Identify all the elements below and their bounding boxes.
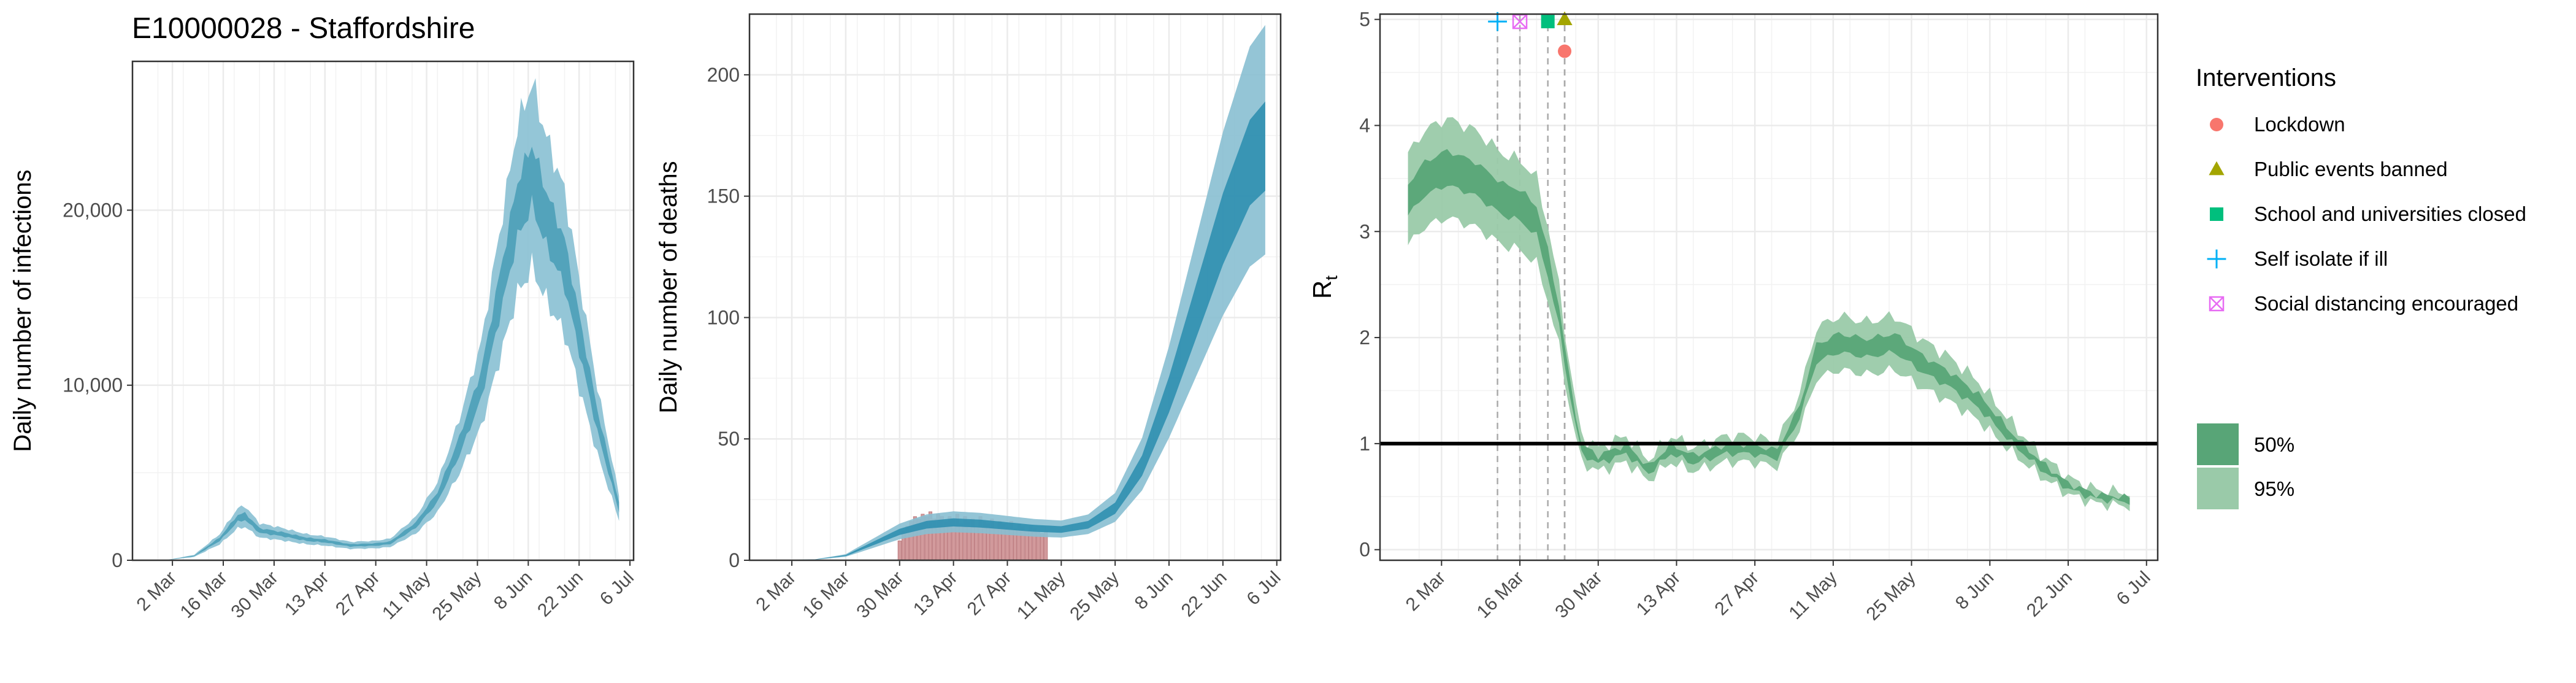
rt-x-tick-label: 11 May bbox=[1785, 568, 1841, 623]
rt-intervention-marker bbox=[1558, 44, 1572, 58]
infections-x-tick-label: 13 Apr bbox=[281, 568, 333, 620]
deaths-panel-border bbox=[748, 13, 1282, 561]
rt-intervention-marker bbox=[1488, 12, 1507, 31]
rt-y-axis-label: Rt bbox=[1308, 276, 1341, 299]
rt-95-band bbox=[1408, 117, 2130, 512]
page-title: E10000028 - Staffordshire bbox=[132, 12, 475, 45]
infections-y-axis-label: Daily number of infections bbox=[9, 169, 36, 452]
infections-x-tick-label: 22 Jun bbox=[534, 568, 587, 621]
legend-item-label: Lockdown bbox=[2254, 113, 2345, 136]
deaths-y-tick-label: 150 bbox=[707, 185, 740, 207]
rt-x-tick-label: 25 May bbox=[1863, 568, 1920, 625]
rt-y-tick-label: 3 bbox=[1359, 220, 1370, 242]
legend-band-label: 95% bbox=[2254, 477, 2294, 500]
legend-marker-circle bbox=[2210, 118, 2223, 131]
infections-y-tick-label: 20,000 bbox=[63, 199, 123, 221]
legend-item-label: Social distancing encouraged bbox=[2254, 292, 2518, 315]
legend-title: Interventions bbox=[2196, 64, 2336, 91]
deaths-x-tick-label: 25 May bbox=[1066, 568, 1123, 625]
rt-intervention-marker bbox=[1557, 11, 1573, 25]
infections-x-tick-label: 6 Jul bbox=[596, 568, 638, 609]
deaths-x-tick-label: 2 Mar bbox=[752, 568, 800, 615]
infections-x-tick-label: 8 Jun bbox=[490, 568, 536, 614]
infections-panel-border bbox=[131, 60, 635, 561]
deaths-y-axis-label: Daily number of deaths bbox=[655, 161, 682, 413]
rt-y-tick-label: 2 bbox=[1359, 326, 1370, 349]
legend-marker-square bbox=[2210, 207, 2223, 221]
deaths-y-tick-label: 0 bbox=[729, 549, 740, 571]
rt-x-tick-label: 6 Jul bbox=[2113, 568, 2155, 609]
legend-item-label: School and universities closed bbox=[2254, 203, 2526, 225]
deaths-x-tick-label: 11 May bbox=[1013, 568, 1069, 623]
deaths-x-tick-label: 27 Apr bbox=[964, 568, 1016, 620]
rt-plot-area bbox=[1380, 14, 2158, 560]
rt-panel: 2 Mar 16 Mar 30 Mar 13 Apr 27 Apr 11 May 25 Ma… bbox=[1308, 9, 2159, 625]
rt-x-tick-label: 16 Mar bbox=[1473, 568, 1528, 622]
rt-x-tick-label: 27 Apr bbox=[1711, 568, 1763, 620]
infections-x-tick-label: 11 May bbox=[378, 568, 434, 623]
deaths-x-tick-label: 13 Apr bbox=[910, 568, 962, 620]
rt-x-tick-label: 22 Jun bbox=[2023, 568, 2076, 621]
rt-panel-border bbox=[1379, 13, 2159, 561]
rt-x-tick-label: 13 Apr bbox=[1633, 568, 1685, 620]
legend-band-label: 50% bbox=[2254, 433, 2294, 456]
legend-band-swatch bbox=[2197, 423, 2239, 465]
legend-band-swatch bbox=[2197, 468, 2239, 509]
rt-y-tick-label: 5 bbox=[1359, 9, 1370, 31]
infections-x-tick-label: 27 Apr bbox=[332, 568, 384, 620]
rt-50-band bbox=[1408, 149, 2130, 505]
legend-marker-plus bbox=[2207, 249, 2226, 269]
rt-y-axis-label-subscript: t bbox=[1322, 276, 1341, 280]
deaths-x-tick-label: 16 Mar bbox=[799, 568, 853, 622]
deaths-x-tick-label: 8 Jun bbox=[1131, 568, 1177, 614]
infections-y-tick-label: 0 bbox=[112, 549, 123, 571]
rt-x-tick-label: 2 Mar bbox=[1402, 568, 1450, 615]
rt-x-tick-label: 30 Mar bbox=[1551, 568, 1606, 622]
legend-item-label: Public events banned bbox=[2254, 158, 2448, 180]
legend-item-label: Self isolate if ill bbox=[2254, 247, 2388, 270]
rt-y-tick-label: 4 bbox=[1359, 114, 1370, 136]
legend-marker-triangle bbox=[2209, 161, 2225, 176]
deaths-y-tick-label: 50 bbox=[718, 428, 740, 450]
infections-x-tick-label: 16 Mar bbox=[177, 568, 231, 622]
rt-intervention-marker bbox=[1541, 15, 1555, 29]
deaths-observed-bar bbox=[1040, 533, 1044, 561]
deaths-x-tick-label: 30 Mar bbox=[853, 568, 907, 622]
infections-x-tick-label: 30 Mar bbox=[227, 568, 282, 622]
rt-x-tick-label: 8 Jun bbox=[1952, 568, 1998, 614]
deaths-y-tick-label: 200 bbox=[707, 64, 740, 86]
deaths-y-tick-label: 100 bbox=[707, 306, 740, 328]
deaths-x-tick-label: 22 Jun bbox=[1178, 568, 1231, 621]
infections-x-tick-label: 2 Mar bbox=[133, 568, 181, 615]
infections-x-tick-label: 25 May bbox=[428, 568, 485, 625]
legend-marker-boxx bbox=[2209, 296, 2225, 312]
infections-y-tick-label: 10,000 bbox=[63, 374, 123, 396]
legend: Interventions Lockdown Public events bann… bbox=[2196, 64, 2526, 509]
rt-y-tick-label: 1 bbox=[1359, 433, 1370, 455]
deaths-observed-bar bbox=[897, 540, 902, 561]
rt-y-tick-label: 0 bbox=[1359, 539, 1370, 561]
deaths-x-tick-label: 6 Jul bbox=[1243, 568, 1285, 609]
